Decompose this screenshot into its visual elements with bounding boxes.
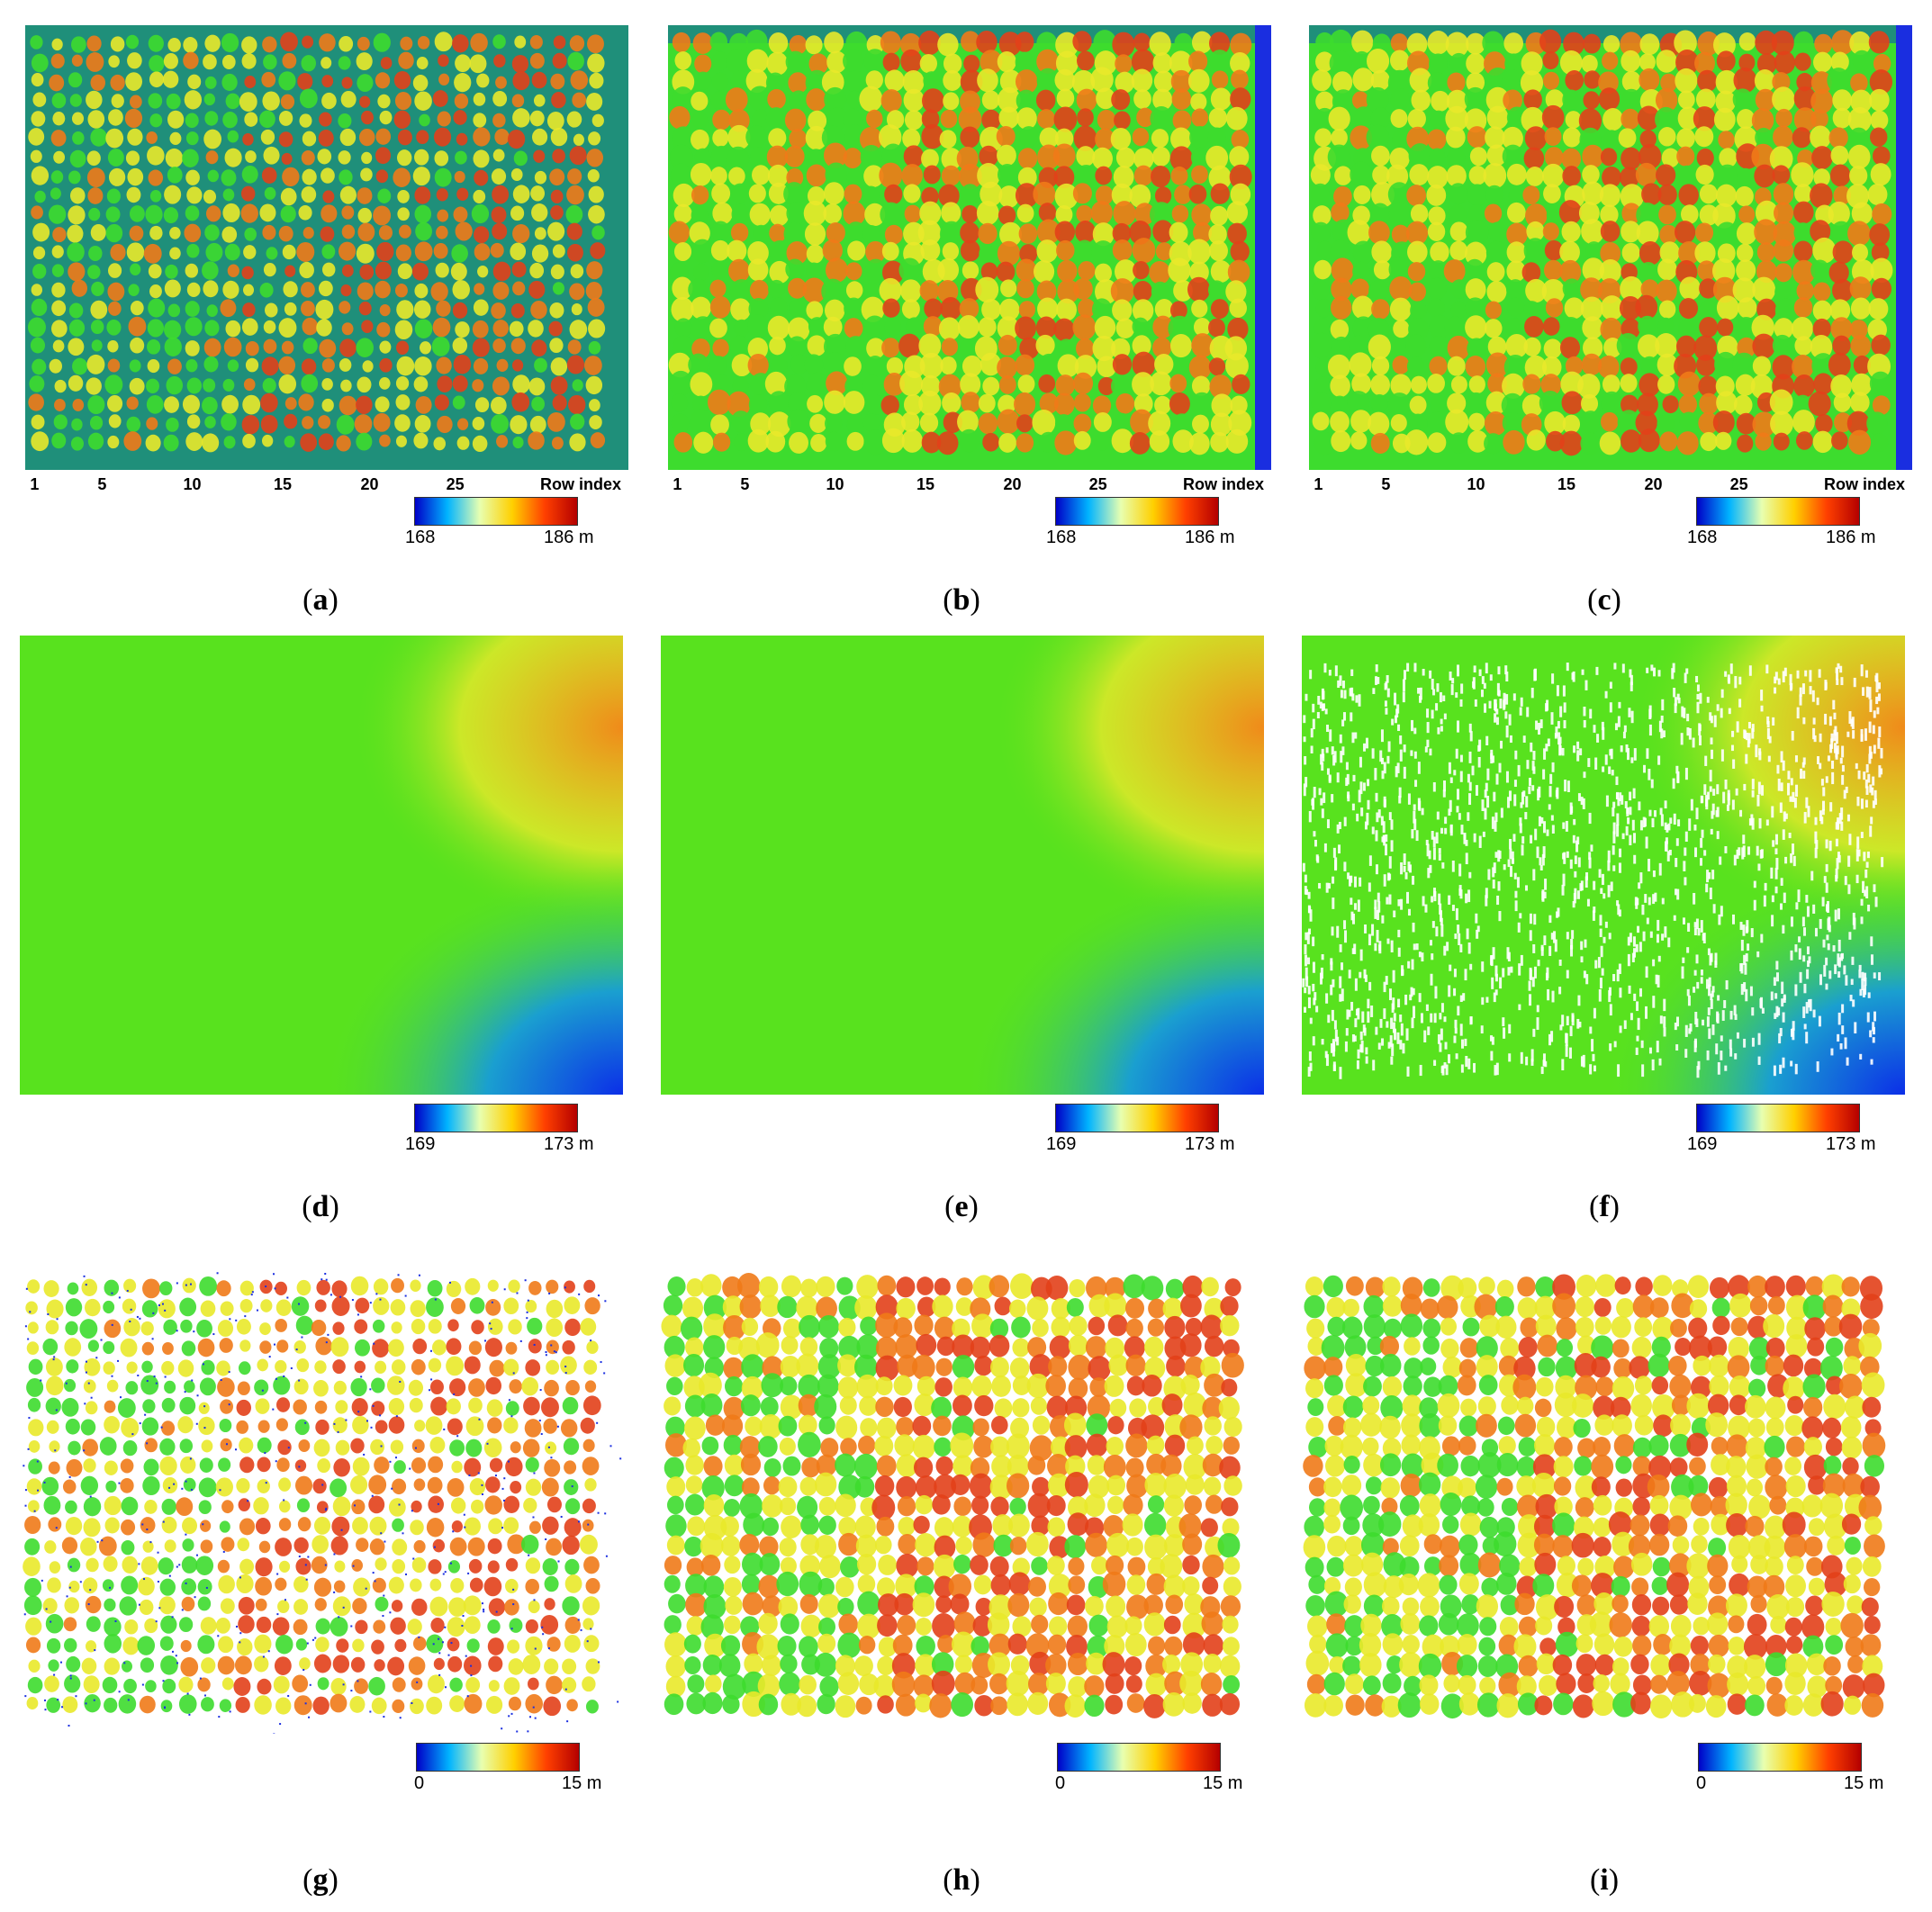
panel-a-image bbox=[25, 25, 628, 470]
panel-i-image bbox=[1302, 1269, 1905, 1734]
panel-h-colorbar bbox=[1057, 1743, 1221, 1772]
panel-b-caption: (b) bbox=[943, 583, 980, 617]
panel-c-caption: (c) bbox=[1587, 583, 1621, 617]
terrain-map bbox=[20, 636, 623, 1095]
row-tick-label: 15 bbox=[1557, 475, 1576, 493]
panel-a-colorbar-min: 168 bbox=[405, 528, 436, 547]
row-tick-label: 1 bbox=[30, 475, 40, 493]
row-tick-label: 1 bbox=[1314, 475, 1323, 493]
terrain-map bbox=[661, 636, 1264, 1095]
terrain-map bbox=[1302, 636, 1905, 1095]
panel-h-image bbox=[661, 1269, 1264, 1734]
row-tick-label: 1 bbox=[673, 475, 682, 493]
row-tick-label: 15 bbox=[916, 475, 935, 493]
row-tick-label: 25 bbox=[1088, 475, 1107, 493]
row-tick-label: 20 bbox=[1003, 475, 1022, 493]
panel-e-colorbar-min: 169 bbox=[1046, 1134, 1077, 1154]
row-index-label: Row index bbox=[1823, 475, 1905, 493]
panel-i-colorbar-max: 15 m bbox=[1844, 1773, 1884, 1793]
panel-e-colorbar-max: 173 m bbox=[1185, 1134, 1235, 1154]
row-tick-label: 10 bbox=[826, 475, 844, 493]
panel-e-caption: (e) bbox=[944, 1190, 979, 1223]
panel-b-image bbox=[668, 25, 1271, 470]
canopy-map bbox=[1302, 1269, 1905, 1734]
panel-g-caption: (g) bbox=[302, 1863, 339, 1897]
panel-a-row-axis: 1 5 10 15 20 25 Row index bbox=[25, 475, 628, 502]
canopy-map bbox=[661, 1269, 1264, 1734]
panel-e-colorbar bbox=[1055, 1104, 1219, 1132]
row-index-label: Row index bbox=[539, 475, 621, 493]
panel-i-caption: (i) bbox=[1589, 1863, 1620, 1897]
panel-c-colorbar-max: 186 m bbox=[1826, 528, 1876, 547]
panel-f-colorbar-min: 169 bbox=[1687, 1134, 1718, 1154]
panel-c-image bbox=[1309, 25, 1912, 470]
panel-h-colorbar-max: 15 m bbox=[1203, 1773, 1243, 1793]
panel-c-colorbar-min: 168 bbox=[1687, 528, 1718, 547]
panel-c-row-axis: 1 5 10 15 20 25 Row index bbox=[1309, 475, 1912, 502]
canopy-map bbox=[1309, 25, 1912, 470]
row-tick-label: 20 bbox=[1644, 475, 1663, 493]
row-tick-label: 5 bbox=[1381, 475, 1391, 493]
panel-i-colorbar-min: 0 bbox=[1696, 1773, 1707, 1793]
row-tick-label: 20 bbox=[360, 475, 379, 493]
panel-b-row-axis: 1 5 10 15 20 25 Row index bbox=[668, 475, 1271, 502]
panel-f-caption: (f) bbox=[1589, 1190, 1620, 1223]
panel-d-colorbar bbox=[414, 1104, 578, 1132]
panel-b-colorbar bbox=[1055, 497, 1219, 526]
panel-e-image bbox=[661, 636, 1264, 1095]
panel-a-colorbar bbox=[414, 497, 578, 526]
panel-f-colorbar-max: 173 m bbox=[1826, 1134, 1876, 1154]
panel-h-caption: (h) bbox=[943, 1863, 980, 1897]
row-tick-label: 15 bbox=[274, 475, 293, 493]
canopy-map bbox=[20, 1269, 623, 1734]
row-tick-label: 10 bbox=[183, 475, 202, 493]
panel-c-colorbar bbox=[1696, 497, 1860, 526]
panel-g-colorbar-max: 15 m bbox=[562, 1773, 602, 1793]
row-tick-label: 25 bbox=[1729, 475, 1748, 493]
panel-d-colorbar-min: 169 bbox=[405, 1134, 436, 1154]
row-tick-label: 5 bbox=[740, 475, 750, 493]
row-tick-label: 25 bbox=[446, 475, 465, 493]
panel-g-image bbox=[20, 1269, 623, 1734]
panel-f-image bbox=[1302, 636, 1905, 1095]
panel-g-colorbar bbox=[416, 1743, 580, 1772]
panel-d-caption: (d) bbox=[302, 1190, 339, 1223]
row-index-label: Row index bbox=[1182, 475, 1264, 493]
panel-a-caption: (a) bbox=[302, 583, 339, 617]
panel-d-colorbar-max: 173 m bbox=[544, 1134, 594, 1154]
panel-f-colorbar bbox=[1696, 1104, 1860, 1132]
panel-g-colorbar-min: 0 bbox=[414, 1773, 425, 1793]
panel-b-colorbar-max: 186 m bbox=[1185, 528, 1235, 547]
panel-d-image bbox=[20, 636, 623, 1095]
canopy-map bbox=[668, 25, 1271, 470]
panel-a-colorbar-max: 186 m bbox=[544, 528, 594, 547]
panel-h-colorbar-min: 0 bbox=[1055, 1773, 1066, 1793]
row-tick-label: 5 bbox=[97, 475, 107, 493]
panel-i-colorbar bbox=[1698, 1743, 1862, 1772]
canopy-map bbox=[25, 25, 628, 470]
row-tick-label: 10 bbox=[1467, 475, 1485, 493]
panel-b-colorbar-min: 168 bbox=[1046, 528, 1077, 547]
